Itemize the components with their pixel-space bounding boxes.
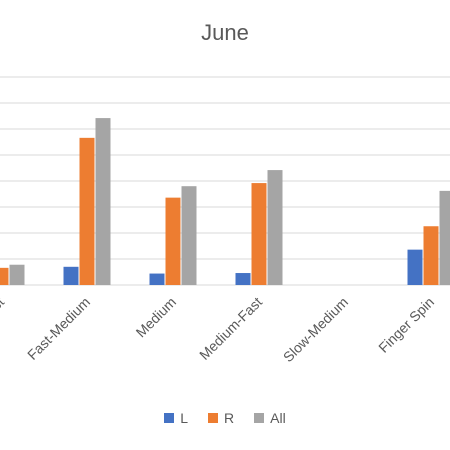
legend-swatch [208,413,219,423]
bar-l-medium [149,273,165,285]
chart-legend: L R All [0,410,450,426]
x-tick-label: Medium-Fast [196,294,265,363]
chart-title: June [201,20,249,45]
bar-r-fast [0,267,9,285]
bar-all-medium-fast [267,170,283,285]
x-tick-label: Fast-Medium [24,294,93,363]
legend-label: All [270,410,286,426]
bar-r-medium-fast [251,183,267,285]
legend-item: All [254,410,286,426]
legend-item: L [164,410,188,426]
legend-item: R [208,410,234,426]
bar-l-fast-medium [63,266,79,285]
bar-r-medium [165,197,181,285]
x-tick-label: Medium [133,294,180,341]
x-tick-label: Finger Spin [375,294,437,356]
bar-all-fast [9,264,25,285]
legend-label: L [180,410,189,426]
bar-l-finger-spin [407,249,423,285]
bar-r-fast-medium [79,137,95,285]
x-tick-label: Slow-Medium [280,294,351,365]
bar-r-finger-spin [423,226,439,285]
bar-all-finger-spin [439,190,450,285]
bar-all-medium [181,186,197,285]
bar-all-fast-medium [95,118,111,285]
legend-label: R [224,410,235,426]
bar-l-medium-fast [235,273,251,285]
legend-swatch [164,413,175,423]
x-tick-label: Fast [0,294,7,325]
legend-swatch [254,413,265,423]
